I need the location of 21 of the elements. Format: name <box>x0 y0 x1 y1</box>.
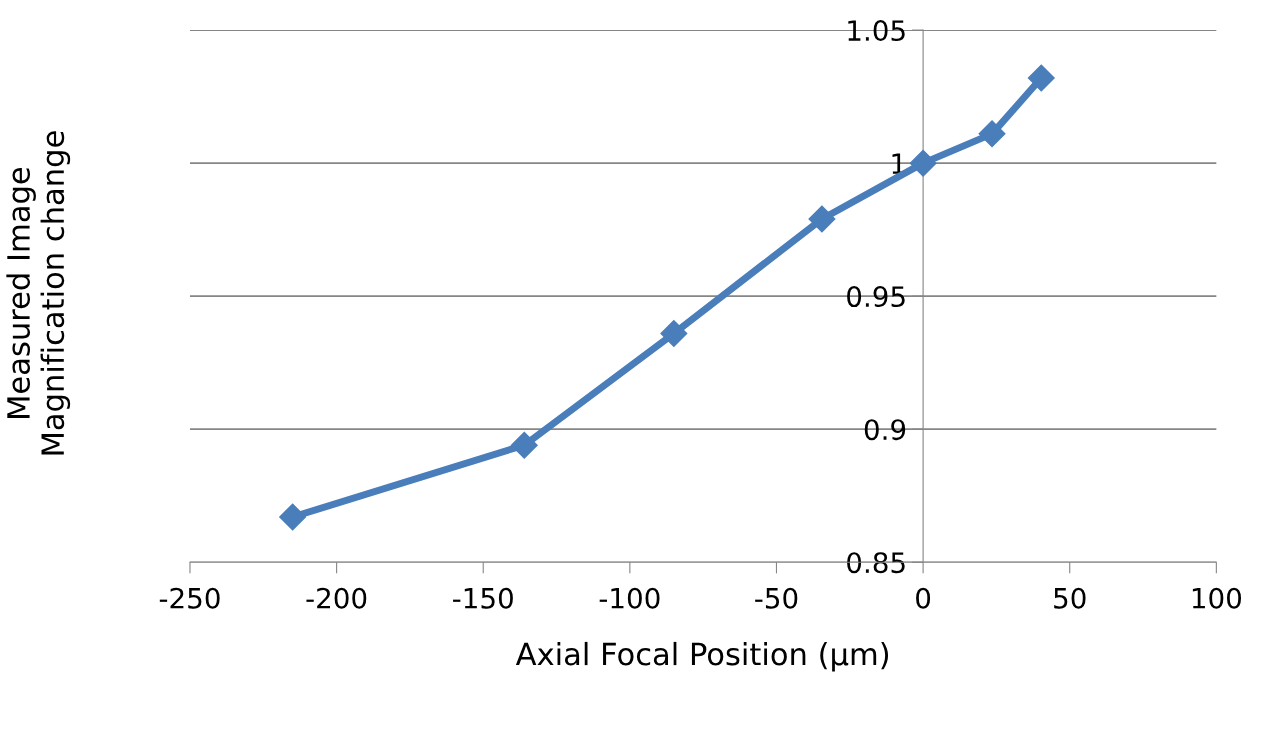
point <box>279 503 307 531</box>
x-tick-label: -200 <box>306 587 367 609</box>
y-tick-label: 0.95 <box>847 286 905 308</box>
y-tick-label: 1.05 <box>848 20 905 42</box>
y-tick-label: 0.85 <box>847 552 905 574</box>
x-tick-label: 50 <box>1054 587 1086 609</box>
point <box>978 120 1006 148</box>
x-tick-label: -150 <box>453 587 513 609</box>
x-tick-label: -250 <box>159 587 220 609</box>
point <box>909 149 937 177</box>
x-tick-label: -100 <box>599 587 660 609</box>
y-axis-title: Measured Image Magnification change <box>6 131 71 455</box>
point <box>660 319 688 347</box>
point <box>808 205 836 233</box>
x-axis-title: Axial Focal Position (µm) <box>515 641 889 672</box>
y-tick-label: 0.9 <box>864 419 906 441</box>
x-tick-label: 0 <box>916 587 931 609</box>
x-tick-label: -50 <box>755 587 798 609</box>
x-tick-label: 100 <box>1192 587 1242 609</box>
point <box>1027 64 1055 92</box>
point <box>510 431 538 459</box>
